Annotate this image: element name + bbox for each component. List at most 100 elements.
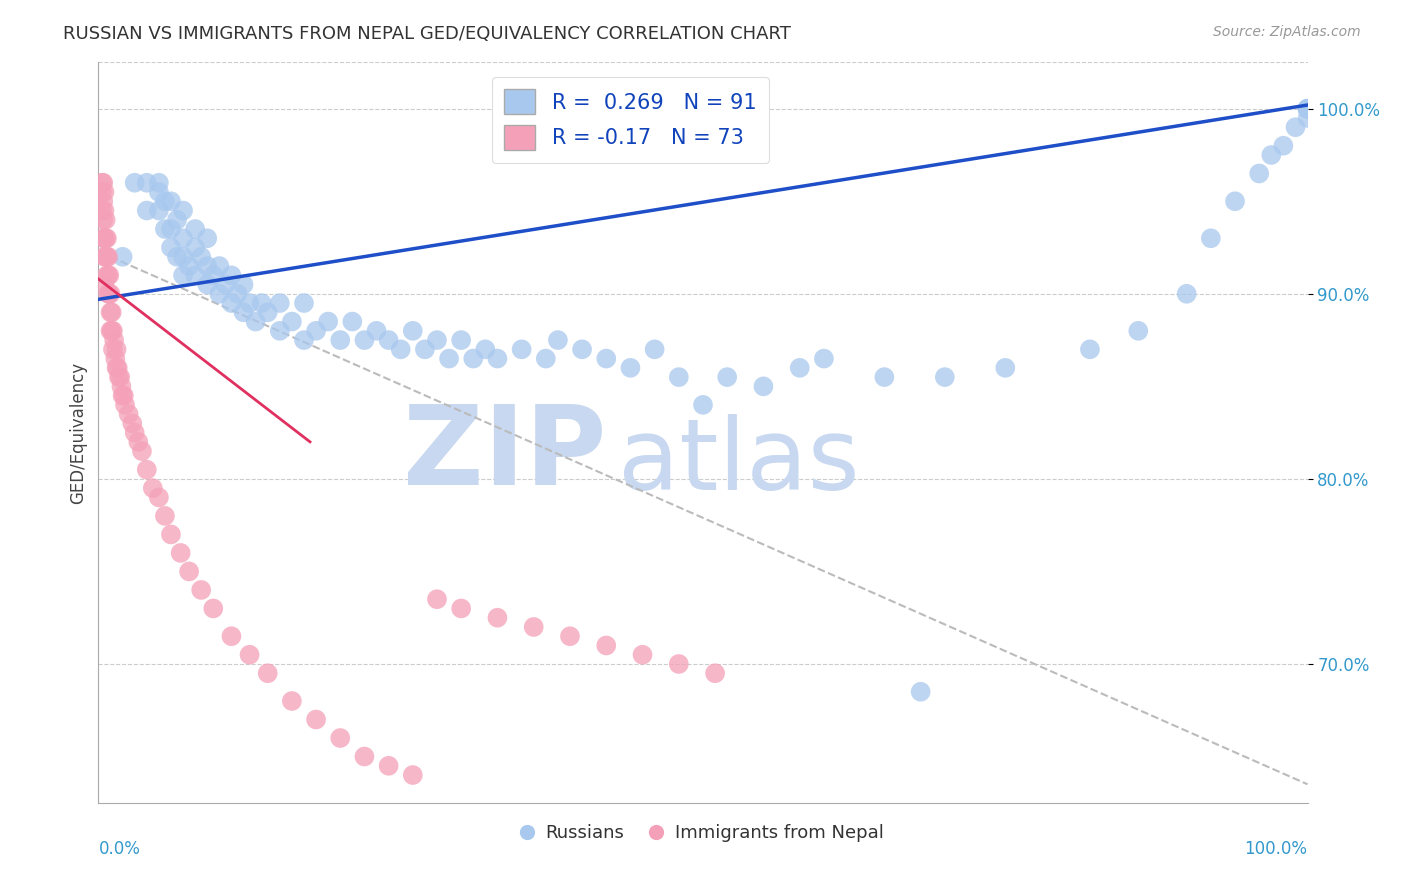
Point — [135, 176, 157, 190]
Point — [124, 425, 146, 440]
Y-axis label: GED/Equivalency: GED/Equivalency — [69, 361, 87, 504]
Point — [148, 491, 170, 505]
Point — [239, 648, 262, 662]
Point — [1296, 102, 1319, 116]
Point — [256, 666, 278, 681]
Point — [426, 592, 449, 607]
Point — [450, 601, 472, 615]
Point — [292, 296, 315, 310]
Point — [486, 611, 509, 625]
Point — [179, 259, 201, 273]
Point — [221, 629, 243, 643]
Point — [208, 286, 231, 301]
Point — [172, 203, 194, 218]
Point — [184, 268, 207, 283]
Point — [91, 203, 114, 218]
Point — [486, 351, 509, 366]
Point — [402, 768, 425, 782]
Point — [98, 286, 121, 301]
Text: 100.0%: 100.0% — [1244, 840, 1308, 858]
Point — [97, 250, 120, 264]
Point — [558, 629, 581, 643]
Point — [534, 351, 557, 366]
Point — [402, 324, 425, 338]
Point — [166, 250, 188, 264]
Point — [195, 259, 218, 273]
Point — [93, 277, 115, 292]
Point — [1260, 148, 1282, 162]
Point — [437, 351, 460, 366]
Point — [450, 333, 472, 347]
Point — [1296, 111, 1319, 125]
Point — [1296, 102, 1319, 116]
Point — [232, 277, 254, 292]
Point — [1175, 286, 1198, 301]
Point — [631, 648, 654, 662]
Point — [107, 360, 129, 375]
Point — [292, 333, 315, 347]
Point — [595, 639, 617, 653]
Point — [172, 231, 194, 245]
Point — [103, 333, 125, 347]
Point — [547, 333, 569, 347]
Point — [184, 222, 207, 236]
Point — [111, 250, 134, 264]
Point — [789, 360, 811, 375]
Point — [1296, 102, 1319, 116]
Point — [523, 620, 546, 634]
Point — [190, 582, 212, 597]
Point — [121, 417, 143, 431]
Point — [118, 407, 141, 421]
Point — [105, 343, 128, 357]
Point — [93, 185, 115, 199]
Point — [114, 398, 136, 412]
Point — [342, 314, 364, 328]
Point — [108, 370, 131, 384]
Point — [100, 324, 122, 338]
Point — [179, 565, 201, 579]
Point — [96, 250, 118, 264]
Point — [232, 305, 254, 319]
Point — [366, 324, 388, 338]
Point — [100, 305, 122, 319]
Point — [160, 240, 183, 254]
Point — [752, 379, 775, 393]
Point — [226, 286, 249, 301]
Text: ZIP: ZIP — [404, 401, 606, 508]
Point — [166, 212, 188, 227]
Point — [305, 713, 328, 727]
Point — [110, 379, 132, 393]
Point — [142, 481, 165, 495]
Point — [101, 324, 124, 338]
Point — [474, 343, 496, 357]
Point — [112, 389, 135, 403]
Point — [1128, 324, 1150, 338]
Point — [1272, 138, 1295, 153]
Point — [281, 314, 304, 328]
Point — [377, 333, 399, 347]
Point — [1199, 231, 1222, 245]
Point — [148, 203, 170, 218]
Point — [256, 305, 278, 319]
Point — [160, 222, 183, 236]
Point — [1223, 194, 1246, 209]
Point — [94, 231, 117, 245]
Point — [668, 370, 690, 384]
Point — [221, 296, 243, 310]
Point — [202, 601, 225, 615]
Point — [195, 277, 218, 292]
Point — [135, 462, 157, 476]
Point — [91, 185, 114, 199]
Point — [619, 360, 641, 375]
Point — [873, 370, 896, 384]
Point — [93, 203, 115, 218]
Point — [94, 250, 117, 264]
Point — [104, 351, 127, 366]
Point — [94, 212, 117, 227]
Point — [668, 657, 690, 671]
Point — [98, 268, 121, 283]
Point — [91, 176, 114, 190]
Point — [245, 314, 267, 328]
Point — [101, 343, 124, 357]
Point — [184, 240, 207, 254]
